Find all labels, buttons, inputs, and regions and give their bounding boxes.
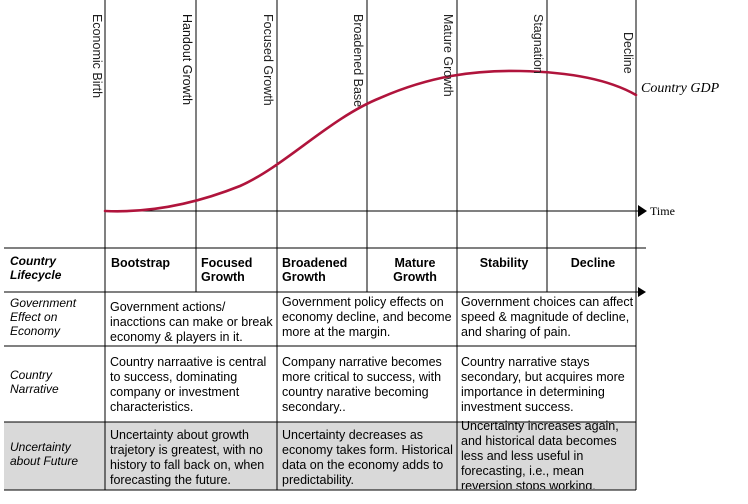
phase-broadened-growth: Broadened Growth [282, 256, 348, 284]
phase-focused-growth: Focused Growth [201, 256, 253, 284]
stage-label-1: Economic Birth [90, 14, 104, 98]
phase-mature-growth: Mature Growth [393, 256, 437, 284]
stage-label-5: Mature Growth [441, 14, 455, 97]
government-cell-1: Government actions/ inacctions can make … [110, 300, 273, 344]
time-arrow-icon [638, 205, 647, 217]
uncertainty-cell-3: Uncertainty increases again, and histori… [461, 419, 619, 489]
stage-label-2: Handout Growth [180, 14, 194, 105]
uncertainty-row-bg [4, 422, 636, 490]
header-arrow-icon [638, 287, 646, 297]
curve-label: Country GDP [641, 81, 720, 96]
row-label-narrative: Country Narrative [10, 368, 59, 396]
phase-bootstrap: Bootstrap [111, 256, 171, 270]
stage-label-4: Broadened Base [351, 14, 365, 107]
narrative-cell-3: Country narrative stays secondary, but a… [461, 355, 625, 414]
narrative-cell-1: Country narraative is central to success… [110, 355, 267, 414]
row-label-uncertainty: Uncertainty about Future [10, 440, 79, 468]
uncertainty-cell-2: Uncertainty decreases as economy takes f… [282, 428, 453, 487]
government-cell-3: Government choices can affect speed & ma… [461, 295, 634, 339]
row-label-lifecycle: Country Lifecycle [10, 254, 62, 282]
stage-label-3: Focused Growth [261, 14, 275, 106]
time-label: Time [650, 204, 675, 218]
stage-label-7: Decline [621, 32, 635, 74]
narrative-cell-2: Company narrative becomes more critical … [282, 355, 442, 414]
stage-label-6: Stagnation [531, 14, 545, 74]
phase-decline: Decline [570, 256, 616, 270]
government-cell-2: Government policy effects on economy dec… [282, 295, 452, 339]
phase-stability: Stability [479, 256, 529, 270]
uncertainty-cell-1: Uncertainty about growth trajetory is gr… [110, 428, 265, 487]
row-label-government: Government Effect on Economy [10, 296, 77, 338]
gdp-curve [103, 69, 638, 213]
